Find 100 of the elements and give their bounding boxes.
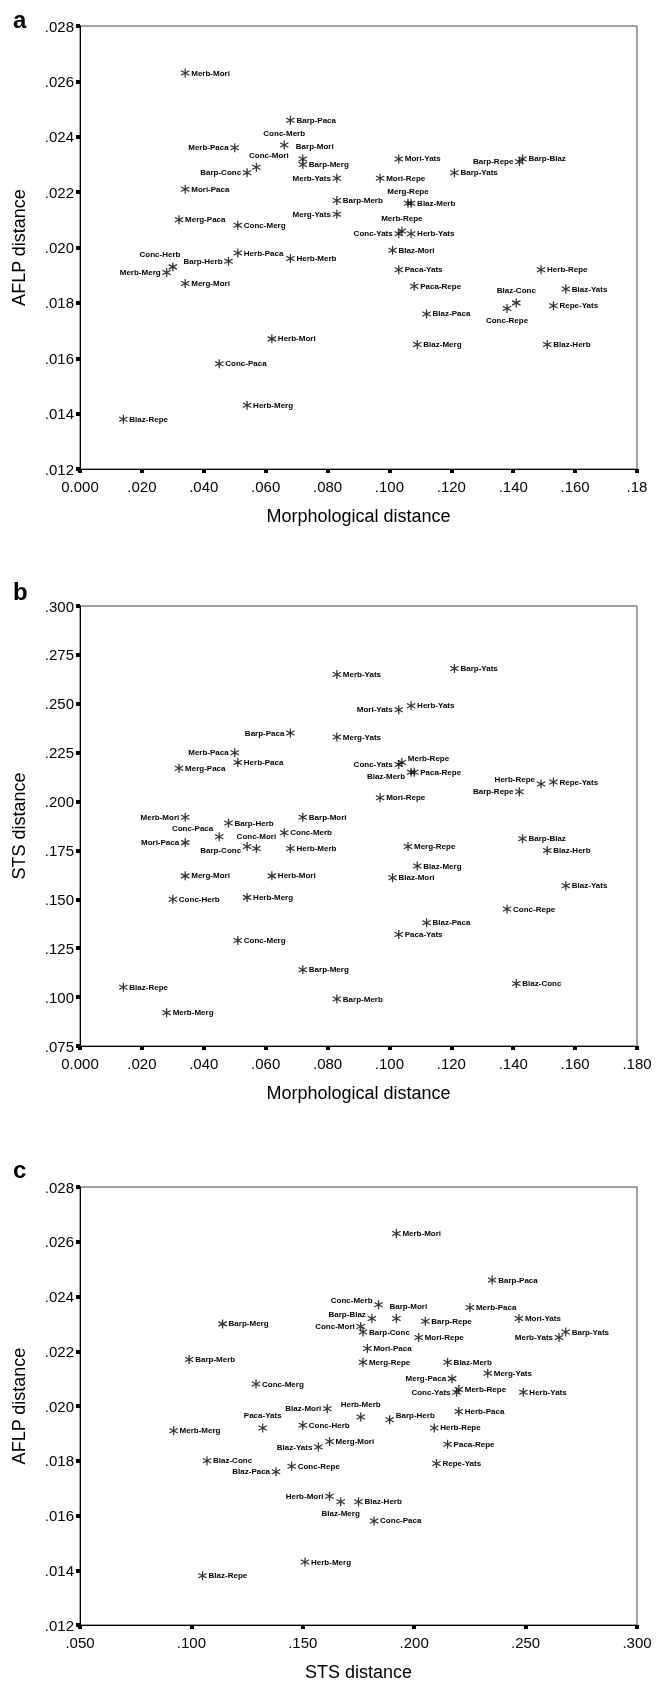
annotation: Blaz-Mori	[398, 245, 435, 255]
annotation: Herb-Paca	[243, 248, 284, 258]
annotation: Merb-Yats	[292, 173, 332, 183]
chart-title: c	[13, 1155, 27, 1183]
y-tick-label: .225	[44, 744, 74, 762]
annotation: Herb-Merg	[311, 1557, 352, 1567]
point	[362, 1344, 372, 1354]
y-tick-label: .150	[44, 890, 74, 908]
annotation: Merg-Yats	[292, 209, 332, 219]
y-tick-label: .300	[44, 597, 74, 615]
annotation: Conc-Herb	[178, 894, 220, 904]
y-tick-label: .175	[44, 841, 74, 859]
x-tick-label: .040	[189, 1055, 219, 1072]
annotation: Merb-Yats	[342, 669, 382, 679]
annotation: Conc-Herb	[139, 250, 181, 260]
x-tick-label: .160	[560, 478, 590, 495]
annotation: Herb-Merg	[253, 892, 294, 902]
y-tick-label: .022	[44, 183, 74, 201]
annotation: Herb-Mori	[277, 871, 316, 881]
annotation: Barp-Yats	[460, 168, 499, 178]
x-tick-label: .140	[498, 1055, 528, 1072]
point	[514, 1313, 524, 1323]
annotation: Conc-Paca	[380, 1516, 422, 1526]
annotation: Blaz-Conc	[496, 286, 537, 296]
annotation: Blaz-Mori	[285, 1404, 322, 1414]
annotation: Conc-Mori	[315, 1322, 355, 1332]
annotation: Blaz-Repe	[208, 1571, 248, 1581]
annotation: Barp-Conc	[200, 168, 242, 178]
x-axis-title: Morphological distance	[266, 1083, 451, 1103]
annotation: Merg-Paca	[405, 1374, 447, 1384]
y-tick-label: .125	[44, 939, 74, 957]
annotation: Barp-Paca	[244, 728, 285, 738]
annotation: Mori-Paca	[373, 1344, 413, 1354]
annotation: Merb-Merg	[119, 267, 161, 277]
annotation: Barp-Merg	[308, 159, 349, 169]
y-tick-label: .018	[44, 294, 74, 312]
annotation: Merb-Mori	[402, 1229, 442, 1239]
annotation: Merg-Repe	[368, 1357, 411, 1367]
annotation: Mori-Repe	[424, 1333, 465, 1343]
annotation: Blaz-Yats	[276, 1442, 313, 1452]
annotation: Merb-Repe	[381, 214, 424, 224]
annotation: Conc-Mori	[236, 831, 277, 841]
annotation: Merg-Yats	[342, 732, 382, 742]
annotation: Barp-Repe	[472, 157, 514, 167]
annotation: Barp-Repe	[431, 1316, 473, 1326]
x-axis-title: STS distance	[304, 1662, 413, 1682]
y-tick-label: .026	[44, 72, 74, 90]
annotation: Mori-Yats	[524, 1313, 562, 1323]
point	[174, 763, 184, 773]
annotation: Mori-Repe	[386, 173, 426, 183]
x-tick-label: .200	[399, 1634, 429, 1651]
annotation: Barp-Merb	[342, 994, 383, 1004]
y-axis-title: STS distance	[9, 772, 29, 880]
annotation: Herb-Yats	[417, 701, 455, 711]
x-tick-label: .020	[127, 1055, 157, 1072]
annotation: Blaz-Merg	[423, 339, 462, 349]
annotation: Barp-Yats	[460, 664, 499, 674]
x-tick-label: .080	[312, 478, 343, 495]
x-tick-label: .080	[312, 1055, 343, 1072]
point	[554, 1333, 564, 1343]
annotation: Repe-Yats	[559, 777, 599, 787]
annotation: Merg-Yats	[493, 1368, 533, 1378]
y-tick-label: .020	[44, 1397, 74, 1415]
annotation: Herb-Repe	[547, 265, 589, 275]
annotation: Conc-Merb	[330, 1296, 373, 1306]
annotation: Blaz-Merb	[366, 771, 406, 781]
point	[242, 400, 252, 410]
annotation: Barp-Repe	[472, 787, 514, 797]
point	[502, 303, 512, 313]
annotation: Conc-Merg	[243, 220, 286, 230]
annotation: Conc-Merb	[263, 128, 306, 138]
annotation: Mori-Yats	[404, 154, 442, 164]
annotation: Herb-Merg	[253, 400, 294, 410]
x-tick-label: .100	[374, 478, 405, 495]
y-tick-label: .075	[44, 1037, 74, 1055]
point	[242, 842, 252, 852]
point	[536, 265, 546, 275]
x-tick-label: .180	[622, 1055, 652, 1072]
point	[369, 1516, 379, 1526]
annotation: Repe-Yats	[559, 301, 599, 311]
point	[536, 779, 546, 789]
annotation: Conc-Repe	[513, 904, 556, 914]
annotation: Barp-Herb	[395, 1411, 435, 1421]
annotation: Paca-Yats	[243, 1411, 283, 1421]
annotation: Repe-Yats	[442, 1458, 482, 1468]
x-tick-label: .160	[560, 1055, 590, 1072]
x-tick-label: .120	[436, 478, 466, 495]
annotation: Blaz-Yats	[571, 284, 608, 294]
chart-title: b	[13, 577, 28, 605]
annotation: Blaz-Mori	[398, 873, 435, 883]
x-tick-label: .100	[176, 1634, 206, 1651]
annotation: Barp-Blaz	[528, 154, 566, 164]
y-tick-label: .022	[44, 1342, 74, 1360]
point	[242, 168, 252, 178]
annotation: Paca-Repe	[420, 281, 462, 291]
y-tick-label: .016	[44, 349, 74, 367]
y-tick-label: .018	[44, 1452, 74, 1470]
annotation: Herb-Merb	[296, 843, 337, 853]
annotation: Barp-Merg	[308, 965, 349, 975]
point	[242, 892, 252, 902]
